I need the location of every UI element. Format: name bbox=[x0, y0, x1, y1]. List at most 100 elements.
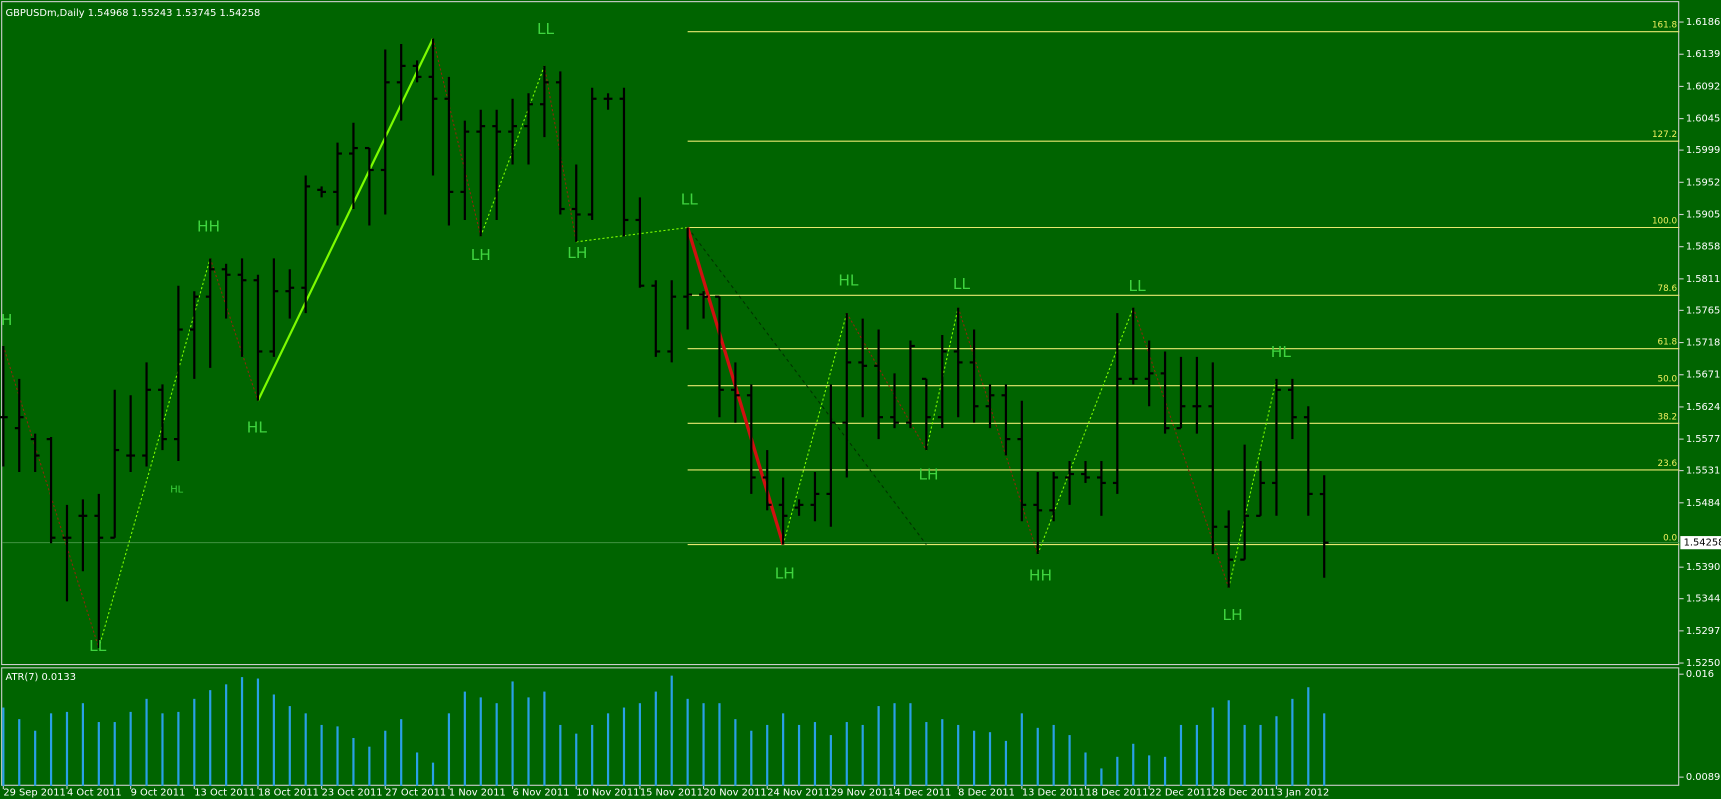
zigzag-label: HH bbox=[1029, 567, 1052, 585]
y-tick-label: 0.0089 bbox=[1686, 772, 1721, 783]
atr-bar bbox=[1227, 700, 1230, 786]
zigzag-label: LH bbox=[471, 246, 491, 264]
atr-bar bbox=[1307, 687, 1310, 786]
atr-bar bbox=[606, 713, 610, 786]
x-tick-label: 8 Dec 2011 bbox=[958, 787, 1015, 798]
zigzag-label: LH bbox=[1223, 606, 1243, 624]
y-tick-label: 1.59520 bbox=[1686, 177, 1721, 188]
y-tick-label: 1.59050 bbox=[1686, 209, 1721, 220]
atr-bar bbox=[65, 711, 69, 786]
zigzag bbox=[576, 226, 688, 243]
atr-bar bbox=[1116, 756, 1119, 786]
atr-bar bbox=[400, 719, 403, 786]
zigzag-label: H bbox=[1, 311, 13, 329]
atr-bar bbox=[813, 722, 817, 786]
atr-bar bbox=[113, 722, 116, 786]
main-panel-border bbox=[1, 1, 1680, 666]
fib-label: 23.6 bbox=[1658, 459, 1678, 469]
atr-bar bbox=[638, 703, 641, 786]
zigzag-label: LH bbox=[775, 565, 795, 583]
atr-bar bbox=[145, 698, 148, 786]
atr-bar bbox=[49, 713, 53, 786]
atr-bar bbox=[797, 724, 801, 786]
atr-bar bbox=[34, 730, 37, 786]
zigzag bbox=[256, 38, 435, 402]
atr-bar bbox=[495, 703, 498, 786]
atr-bar bbox=[861, 724, 864, 786]
atr-bar bbox=[1259, 724, 1262, 786]
atr-bar bbox=[829, 735, 832, 786]
x-tick-label: 4 Oct 2011 bbox=[67, 787, 122, 798]
atr-bar bbox=[654, 691, 657, 786]
atr-bar bbox=[288, 706, 291, 786]
atr-bar bbox=[893, 703, 896, 786]
atr-bar bbox=[384, 730, 387, 786]
atr-bar bbox=[1036, 727, 1039, 786]
atr-bar bbox=[559, 724, 562, 786]
atr-bar bbox=[320, 724, 323, 786]
atr-bar bbox=[225, 684, 228, 786]
fib-label: 78.6 bbox=[1658, 284, 1678, 294]
atr-bar bbox=[240, 677, 244, 786]
atr-bar bbox=[416, 752, 419, 786]
atr-bar bbox=[1020, 713, 1023, 786]
x-tick-label: 22 Dec 2011 bbox=[1149, 787, 1212, 798]
zigzag bbox=[432, 38, 482, 237]
zigzag-label: LL bbox=[537, 20, 555, 38]
last-price-box bbox=[1680, 536, 1721, 550]
zigzag-label: HL bbox=[170, 484, 183, 495]
y-tick-label: 1.54840 bbox=[1686, 498, 1721, 509]
atr-bar bbox=[734, 719, 737, 786]
zigzag bbox=[957, 307, 1039, 555]
atr-bar bbox=[622, 707, 626, 786]
atr-bar bbox=[1243, 724, 1246, 786]
y-tick-label: 1.55770 bbox=[1686, 434, 1721, 445]
atr-bar bbox=[256, 678, 260, 786]
x-tick-label: 13 Oct 2011 bbox=[194, 787, 255, 798]
atr-bar bbox=[1179, 724, 1183, 786]
atr-bar bbox=[909, 703, 912, 786]
atr-bar bbox=[177, 711, 180, 786]
atr-bar bbox=[336, 726, 339, 786]
x-tick-label: 28 Dec 2011 bbox=[1213, 787, 1276, 798]
x-tick-label: 13 Dec 2011 bbox=[1022, 787, 1085, 798]
atr-bar bbox=[988, 732, 992, 786]
x-tick-label: 29 Nov 2011 bbox=[831, 787, 894, 798]
atr-bar bbox=[782, 713, 785, 786]
atr-bar bbox=[1148, 755, 1151, 786]
fib-label: 127.2 bbox=[1652, 130, 1677, 140]
x-tick-label: 15 Nov 2011 bbox=[640, 787, 703, 798]
atr-bar bbox=[718, 703, 721, 786]
x-tick-label: 4 Dec 2011 bbox=[895, 787, 952, 798]
sub-panel-border bbox=[1, 667, 1680, 786]
x-tick-label: 29 Sep 2011 bbox=[3, 787, 65, 798]
y-tick-label: 1.52500 bbox=[1686, 658, 1721, 669]
x-tick-label: 3 Jan 2012 bbox=[1276, 787, 1329, 798]
fib-label: 50.0 bbox=[1658, 375, 1678, 385]
y-tick-label: 1.58110 bbox=[1686, 274, 1721, 285]
chart-title: GBPUSDm,Daily 1.54968 1.55243 1.53745 1.… bbox=[6, 8, 261, 19]
y-tick-label: 1.61390 bbox=[1686, 49, 1721, 60]
atr-bar bbox=[972, 730, 976, 786]
atr-bar bbox=[2, 707, 5, 786]
atr-bar bbox=[161, 713, 164, 786]
atr-bar bbox=[272, 694, 275, 786]
x-tick-label: 20 Nov 2011 bbox=[704, 787, 767, 798]
atr-bar bbox=[193, 698, 196, 786]
y-tick-label: 1.56710 bbox=[1686, 370, 1721, 381]
atr-bar bbox=[352, 737, 355, 786]
x-tick-label: 6 Nov 2011 bbox=[513, 787, 570, 798]
y-tick-label: 1.53440 bbox=[1686, 594, 1721, 605]
atr-bar bbox=[1004, 740, 1008, 786]
y-tick-label: 1.61860 bbox=[1686, 17, 1721, 28]
atr-bar bbox=[925, 722, 928, 786]
atr-bar bbox=[1163, 756, 1167, 786]
atr-bar bbox=[1100, 768, 1103, 786]
atr-bar bbox=[1323, 713, 1326, 786]
zigzag-label: HL bbox=[1271, 343, 1292, 361]
last-price-label: 1.54258 bbox=[1684, 538, 1721, 549]
y-tick-label: 1.60450 bbox=[1686, 114, 1721, 125]
atr-bar bbox=[1291, 698, 1294, 786]
atr-bar bbox=[431, 762, 435, 786]
